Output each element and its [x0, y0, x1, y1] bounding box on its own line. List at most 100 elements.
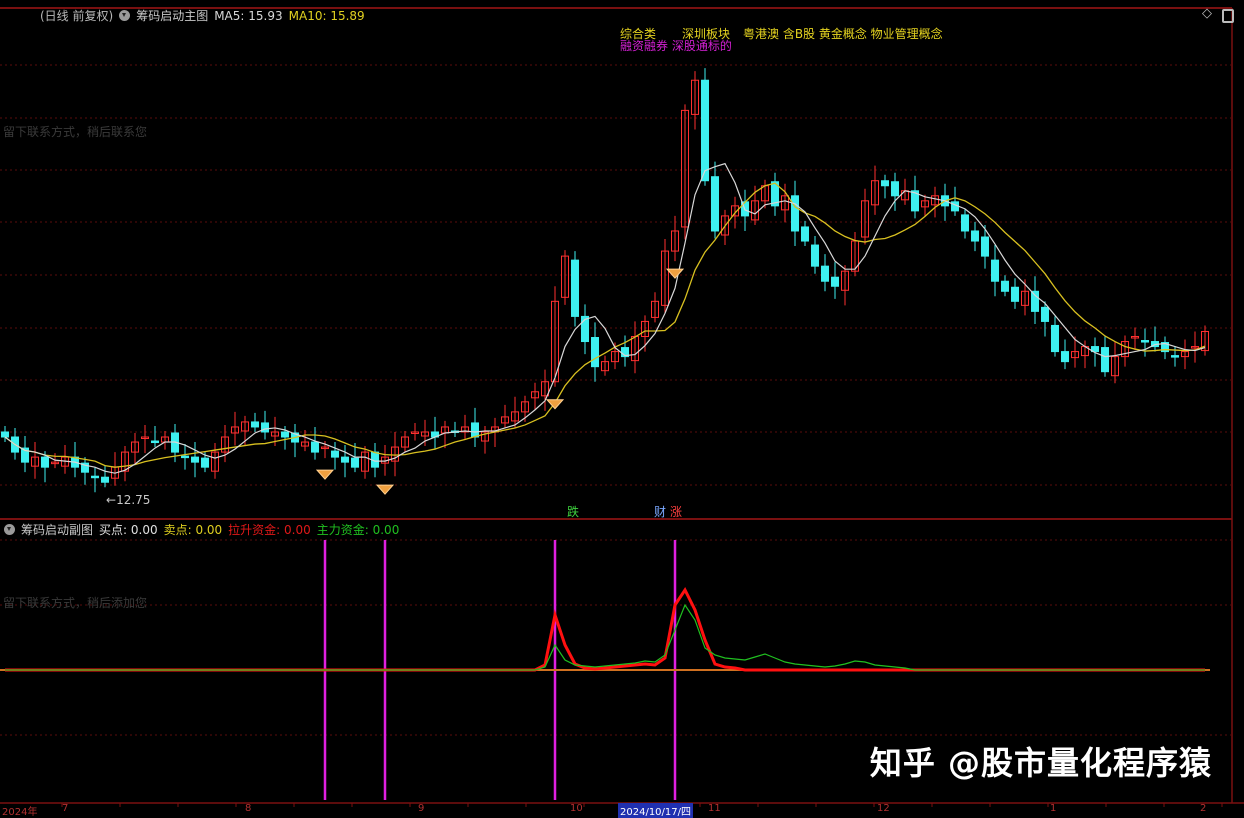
sub-indicator-menu-icon[interactable] — [4, 524, 15, 535]
candle-up — [841, 270, 849, 291]
candle-down — [251, 421, 259, 428]
candle-down — [771, 181, 779, 207]
candle-down — [81, 462, 89, 473]
candle-down — [1041, 306, 1049, 322]
x-axis-label: 2024年 — [2, 807, 38, 818]
candle-down — [201, 457, 209, 468]
low-price-value: 12.75 — [116, 493, 151, 507]
event-marker-rise[interactable]: 涨 — [670, 505, 683, 519]
candle-up — [521, 401, 529, 413]
x-axis-label: 2 — [1200, 803, 1207, 814]
candle-up — [1131, 336, 1139, 339]
candle-up — [481, 431, 489, 442]
candle-down — [791, 195, 799, 232]
candle-down — [811, 244, 819, 267]
diamond-icon[interactable]: ◇ — [1202, 6, 1212, 21]
candle-down — [701, 79, 709, 182]
candle-up — [221, 436, 229, 453]
candle-down — [101, 476, 109, 483]
candle-down — [981, 236, 989, 257]
x-axis-label: 8 — [245, 803, 252, 814]
ma10-value: MA10: 15.89 — [288, 8, 365, 23]
sub-indicator-name[interactable]: 筹码启动副图 — [21, 523, 94, 537]
buy-diamond-icon — [545, 399, 565, 410]
candle-up — [241, 421, 249, 432]
candle-down — [571, 259, 579, 317]
concept-tag: 深圳板块 — [682, 27, 731, 41]
candle-down — [331, 450, 339, 458]
candle-up — [651, 300, 659, 318]
x-axis-label: 1 — [1050, 803, 1057, 814]
candle-down — [1051, 324, 1059, 353]
sell-point-value: 卖点: 0.00 — [163, 523, 223, 537]
candle-down — [1091, 346, 1099, 353]
x-axis-label: 7 — [62, 803, 69, 814]
candle-down — [821, 265, 829, 282]
indicator-menu-icon[interactable] — [119, 10, 131, 21]
period-label[interactable]: (日线 前复权) — [40, 9, 114, 23]
ghost-text-sub: 留下联系方式，稍后添加您 — [3, 596, 148, 610]
main-indicator-name[interactable]: 筹码启动主图 — [136, 9, 209, 23]
candle-down — [341, 456, 349, 463]
concept-tag-magenta: 融资融券 深股通标的 — [620, 39, 732, 53]
candle-up — [561, 255, 569, 298]
event-marker-finance[interactable]: 财 — [654, 505, 667, 519]
main-chart-header: (日线 前复权) 筹码启动主图 MA5: 15.93 MA10: 15.89 — [40, 7, 365, 24]
candle-down — [581, 315, 589, 343]
candle-down — [991, 259, 999, 282]
event-marker-fall[interactable]: 跌 — [567, 505, 580, 519]
candle-up — [861, 200, 869, 238]
lift-fund-value: 拉升资金: 0.00 — [228, 523, 311, 537]
x-axis-label: 11 — [708, 803, 721, 814]
candle-up — [611, 351, 619, 363]
x-axis-label: 9 — [418, 803, 425, 814]
candle-up — [51, 461, 59, 465]
candle-up — [931, 195, 939, 206]
candle-down — [191, 456, 199, 463]
candle-up — [31, 456, 39, 467]
candle-up — [661, 250, 669, 306]
candle-down — [961, 214, 969, 232]
maximize-icon[interactable] — [1222, 9, 1234, 23]
candle-down — [261, 422, 269, 433]
candle-up — [691, 79, 699, 115]
candle-up — [321, 446, 329, 450]
candle-down — [911, 190, 919, 212]
main-fund-line — [5, 603, 1205, 671]
candle-down — [471, 422, 479, 438]
candle-down — [1061, 351, 1069, 363]
candle-down — [1141, 340, 1149, 343]
ma5-value: MA5: 15.93 — [214, 8, 283, 23]
candle-down — [151, 440, 159, 444]
candle-up — [601, 361, 609, 372]
candle-down — [1031, 290, 1039, 312]
candle-down — [1011, 286, 1019, 302]
candle-down — [91, 475, 99, 479]
candle-down — [891, 181, 899, 197]
candle-up — [641, 320, 649, 338]
candle-up — [921, 200, 929, 208]
candle-up — [391, 446, 399, 462]
candle-down — [311, 441, 319, 453]
candle-up — [131, 441, 139, 453]
sub-chart-header: 筹码启动副图 买点: 0.00 卖点: 0.00 拉升资金: 0.00 主力资金… — [4, 521, 399, 538]
low-price-label: ←12.75 — [106, 493, 151, 507]
candle-down — [971, 230, 979, 242]
candle-up — [361, 451, 369, 472]
candle-down — [801, 226, 809, 242]
candle-down — [711, 176, 719, 232]
candle-up — [1071, 351, 1079, 359]
watermark: 知乎 @股市量化程序猿 — [869, 744, 1212, 782]
candle-up — [871, 180, 879, 206]
candle-up — [531, 391, 539, 399]
candle-down — [1, 431, 9, 438]
candle-up — [411, 431, 419, 434]
candle-down — [281, 431, 289, 438]
candle-down — [881, 180, 889, 187]
candle-up — [231, 426, 239, 434]
candle-up — [211, 451, 219, 472]
candle-down — [591, 337, 599, 368]
candle-down — [1161, 342, 1169, 353]
buy-point-value: 买点: 0.00 — [99, 523, 158, 537]
